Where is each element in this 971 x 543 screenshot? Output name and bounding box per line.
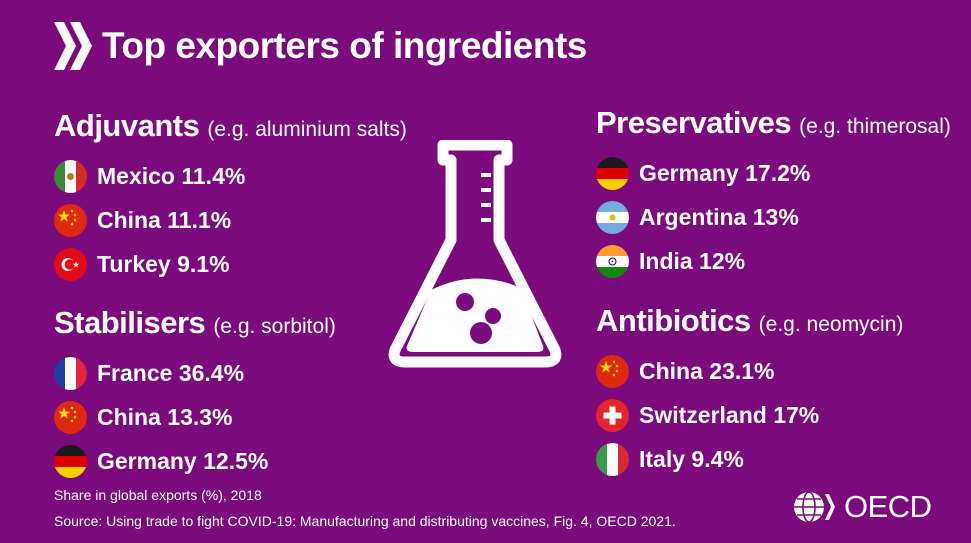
list-item: Germany 12.5%	[54, 439, 336, 483]
list-item: Argentina 13%	[596, 195, 951, 239]
item-label: Turkey 9.1%	[97, 250, 230, 277]
section-antibiotics: Antibiotics (e.g. neomycin) China 23.1% …	[596, 303, 903, 481]
section-title: Preservatives	[596, 105, 792, 140]
item-label: Germany 12.5%	[97, 447, 269, 474]
section-subtitle: (e.g. aluminium salts)	[207, 118, 407, 141]
item-label: Italy 9.4%	[639, 445, 744, 472]
item-label: China 23.1%	[639, 357, 775, 384]
item-label: France 36.4%	[97, 359, 245, 386]
oecd-logo: OECD	[792, 488, 932, 526]
section-subtitle: (e.g. neomycin)	[758, 313, 904, 336]
list-item: Germany 17.2%	[596, 151, 951, 195]
title-row: Top exporters of ingredients	[52, 14, 587, 78]
turkey-flag-icon	[54, 247, 87, 281]
mexico-flag-icon	[54, 159, 87, 193]
argentina-flag-icon	[596, 200, 629, 234]
section-stabilisers: Stabilisers (e.g. sorbitol) France 36.4%…	[54, 305, 336, 483]
footer-note: Share in global exports (%), 2018	[54, 487, 262, 503]
list-item: Mexico 11.4%	[54, 154, 407, 198]
germany-flag-icon	[54, 444, 87, 478]
item-label: Mexico 11.4%	[97, 162, 246, 189]
list-item: Italy 9.4%	[596, 437, 903, 481]
oecd-globe-icon	[794, 491, 835, 523]
china-flag-icon	[54, 400, 87, 434]
section-preservatives: Preservatives (e.g. thimerosal) Germany …	[596, 105, 951, 283]
list-item: China 11.1%	[54, 198, 407, 242]
item-label: India 12%	[639, 247, 746, 274]
double-chevron-icon	[54, 22, 92, 70]
page-title: Top exporters of ingredients	[102, 25, 587, 66]
section-title: Stabilisers	[54, 305, 206, 340]
section-title: Adjuvants	[54, 108, 200, 143]
switzerland-flag-icon	[596, 398, 629, 432]
list-item: Switzerland 17%	[596, 393, 903, 437]
list-item: India 12%	[596, 239, 951, 283]
italy-flag-icon	[596, 442, 629, 476]
item-label: Switzerland 17%	[639, 401, 820, 428]
germany-flag-icon	[596, 156, 629, 190]
item-label: China 13.3%	[97, 403, 233, 430]
france-flag-icon	[54, 356, 87, 390]
china-flag-icon	[54, 203, 87, 237]
section-subtitle: (e.g. sorbitol)	[213, 315, 336, 338]
item-label: Germany 17.2%	[639, 159, 811, 186]
logo-text: OECD	[844, 489, 932, 524]
item-label: China 11.1%	[97, 206, 232, 233]
section-subtitle: (e.g. thimerosal)	[799, 115, 951, 138]
india-flag-icon	[596, 244, 629, 278]
china-flag-icon	[596, 354, 629, 388]
list-item: China 23.1%	[596, 349, 903, 393]
section-adjuvants: Adjuvants (e.g. aluminium salts) Mexico …	[54, 108, 407, 286]
list-item: France 36.4%	[54, 351, 336, 395]
list-item: Turkey 9.1%	[54, 242, 407, 286]
section-title: Antibiotics	[596, 303, 751, 338]
footer-source: Source: Using trade to fight COVID-19: M…	[54, 513, 676, 529]
list-item: China 13.3%	[54, 395, 336, 439]
item-label: Argentina 13%	[639, 203, 799, 230]
flask-icon	[388, 140, 562, 368]
